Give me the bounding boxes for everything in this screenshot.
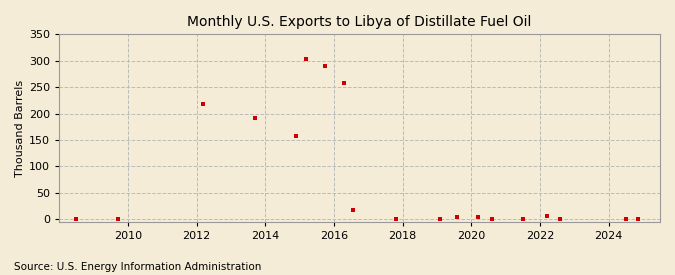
Point (198, 102, 209, 106)
Point (339, 81, 350, 85)
Point (435, 216, 446, 221)
Point (555, 216, 566, 221)
Point (348, 207, 358, 212)
Text: Source: U.S. Energy Information Administration: Source: U.S. Energy Information Administ… (14, 262, 261, 272)
Point (541, 214, 552, 219)
Point (112, 216, 123, 221)
Title: Monthly U.S. Exports to Libya of Distillate Fuel Oil: Monthly U.S. Exports to Libya of Distill… (188, 15, 532, 29)
Point (452, 215, 463, 220)
Y-axis label: Thousand Barrels: Thousand Barrels (15, 79, 25, 177)
Point (487, 216, 497, 221)
Point (250, 116, 261, 120)
Point (301, 57, 312, 61)
Point (517, 216, 528, 221)
Point (320, 64, 331, 68)
Point (632, 216, 643, 221)
Point (71, 216, 82, 221)
Point (291, 133, 302, 138)
Point (390, 216, 401, 221)
Point (620, 216, 631, 221)
Point (472, 215, 483, 219)
